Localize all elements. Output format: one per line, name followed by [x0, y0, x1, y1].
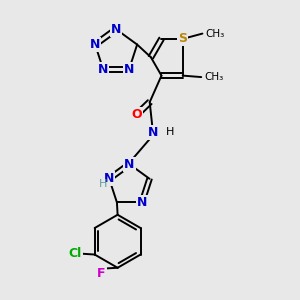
Text: N: N	[124, 63, 134, 76]
Text: CH₃: CH₃	[204, 72, 224, 82]
Text: N: N	[90, 38, 100, 51]
Text: S: S	[178, 32, 187, 45]
Text: O: O	[131, 108, 142, 121]
Text: N: N	[148, 126, 158, 139]
Text: Cl: Cl	[68, 247, 82, 260]
Text: F: F	[97, 267, 106, 280]
Text: N: N	[98, 63, 108, 76]
Text: N: N	[137, 196, 147, 209]
Text: H: H	[99, 179, 107, 190]
Text: N: N	[104, 172, 114, 185]
Text: N: N	[111, 23, 121, 36]
Text: CH₃: CH₃	[206, 28, 225, 39]
Text: H: H	[166, 127, 175, 137]
Text: N: N	[124, 158, 135, 171]
